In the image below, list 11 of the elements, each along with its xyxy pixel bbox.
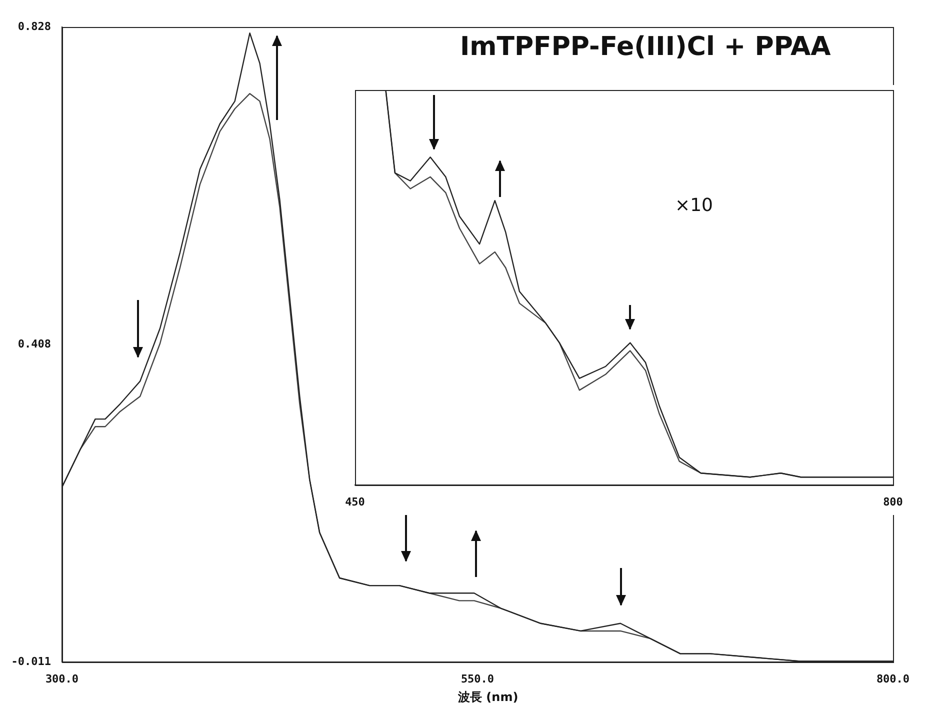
y-tick-label: 0.828	[18, 20, 51, 33]
x-tick-label: 300.0	[45, 672, 79, 686]
annotation: ImTPFPP-Fe(III)Cl + PPAA	[460, 32, 831, 62]
x-tick-label: 800.0	[876, 672, 910, 686]
annotation: ×10	[675, 195, 713, 216]
x-tick-label: 800	[883, 495, 903, 508]
x-axis-title: 波長 (nm)	[458, 689, 518, 706]
x-tick-label: 450	[345, 495, 365, 508]
y-tick-label: 0.408	[18, 338, 51, 351]
x-tick-label: 550.0	[460, 672, 494, 686]
y-tick-label: -0.011	[11, 654, 52, 668]
